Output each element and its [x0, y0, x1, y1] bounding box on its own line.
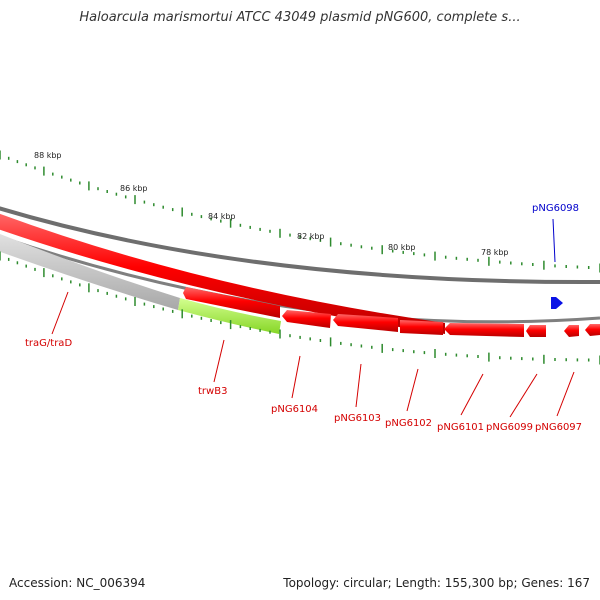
gene-arrow	[183, 287, 280, 318]
tick-label: 82 kbp	[297, 232, 325, 241]
leader-line	[552, 218, 556, 263]
gene-arrow	[333, 314, 398, 332]
inner-ticks	[0, 251, 600, 365]
gene-label-pNG6099: pNG6099	[486, 422, 533, 433]
leader-line	[556, 371, 575, 417]
gene-arrow	[564, 325, 579, 337]
leader-line	[460, 373, 484, 416]
gene-label-pNG6097: pNG6097	[535, 422, 582, 433]
leader-line	[213, 339, 225, 383]
genome-summary-text: Topology: circular; Length: 155,300 bp; …	[283, 576, 590, 590]
tick-label: 88 kbp	[34, 151, 62, 160]
gene-pNG6098	[551, 297, 563, 309]
tick-label: 86 kbp	[120, 184, 148, 193]
gene-arrow	[400, 320, 443, 335]
leader-line	[51, 291, 69, 335]
gene-label-pNG6102: pNG6102	[385, 418, 432, 429]
map-title: Haloarcula marismortui ATCC 43049 plasmi…	[79, 10, 521, 25]
gene-arrows	[183, 287, 600, 337]
leader-lines	[51, 218, 575, 418]
gene-arrow	[585, 324, 600, 336]
gene-label-pNG6098: pNG6098	[532, 203, 579, 214]
gene-arrow	[526, 325, 546, 337]
outer-ticks	[0, 150, 600, 273]
gene-label-pNG6103: pNG6103	[334, 413, 381, 424]
gene-label-pNG6101: pNG6101	[437, 422, 484, 433]
gene-arrow	[282, 310, 331, 328]
backbone-outer	[0, 206, 600, 285]
tick-label: 80 kbp	[388, 243, 416, 252]
gene-traG-traD	[0, 233, 180, 310]
leader-line	[406, 368, 419, 412]
tick-label: 84 kbp	[208, 212, 236, 221]
leader-line	[355, 363, 362, 408]
gene-arrow	[444, 323, 524, 337]
gene-label-traG-traD: traG/traD	[25, 338, 72, 349]
accession-text: Accession: NC_006394	[9, 576, 146, 590]
gene-label-pNG6104: pNG6104	[271, 404, 318, 415]
leader-line	[291, 355, 301, 399]
leader-line	[509, 373, 538, 418]
gene-label-trwB3: trwB3	[198, 386, 227, 397]
gene-trwB3	[178, 298, 281, 334]
tick-label: 78 kbp	[481, 248, 509, 257]
